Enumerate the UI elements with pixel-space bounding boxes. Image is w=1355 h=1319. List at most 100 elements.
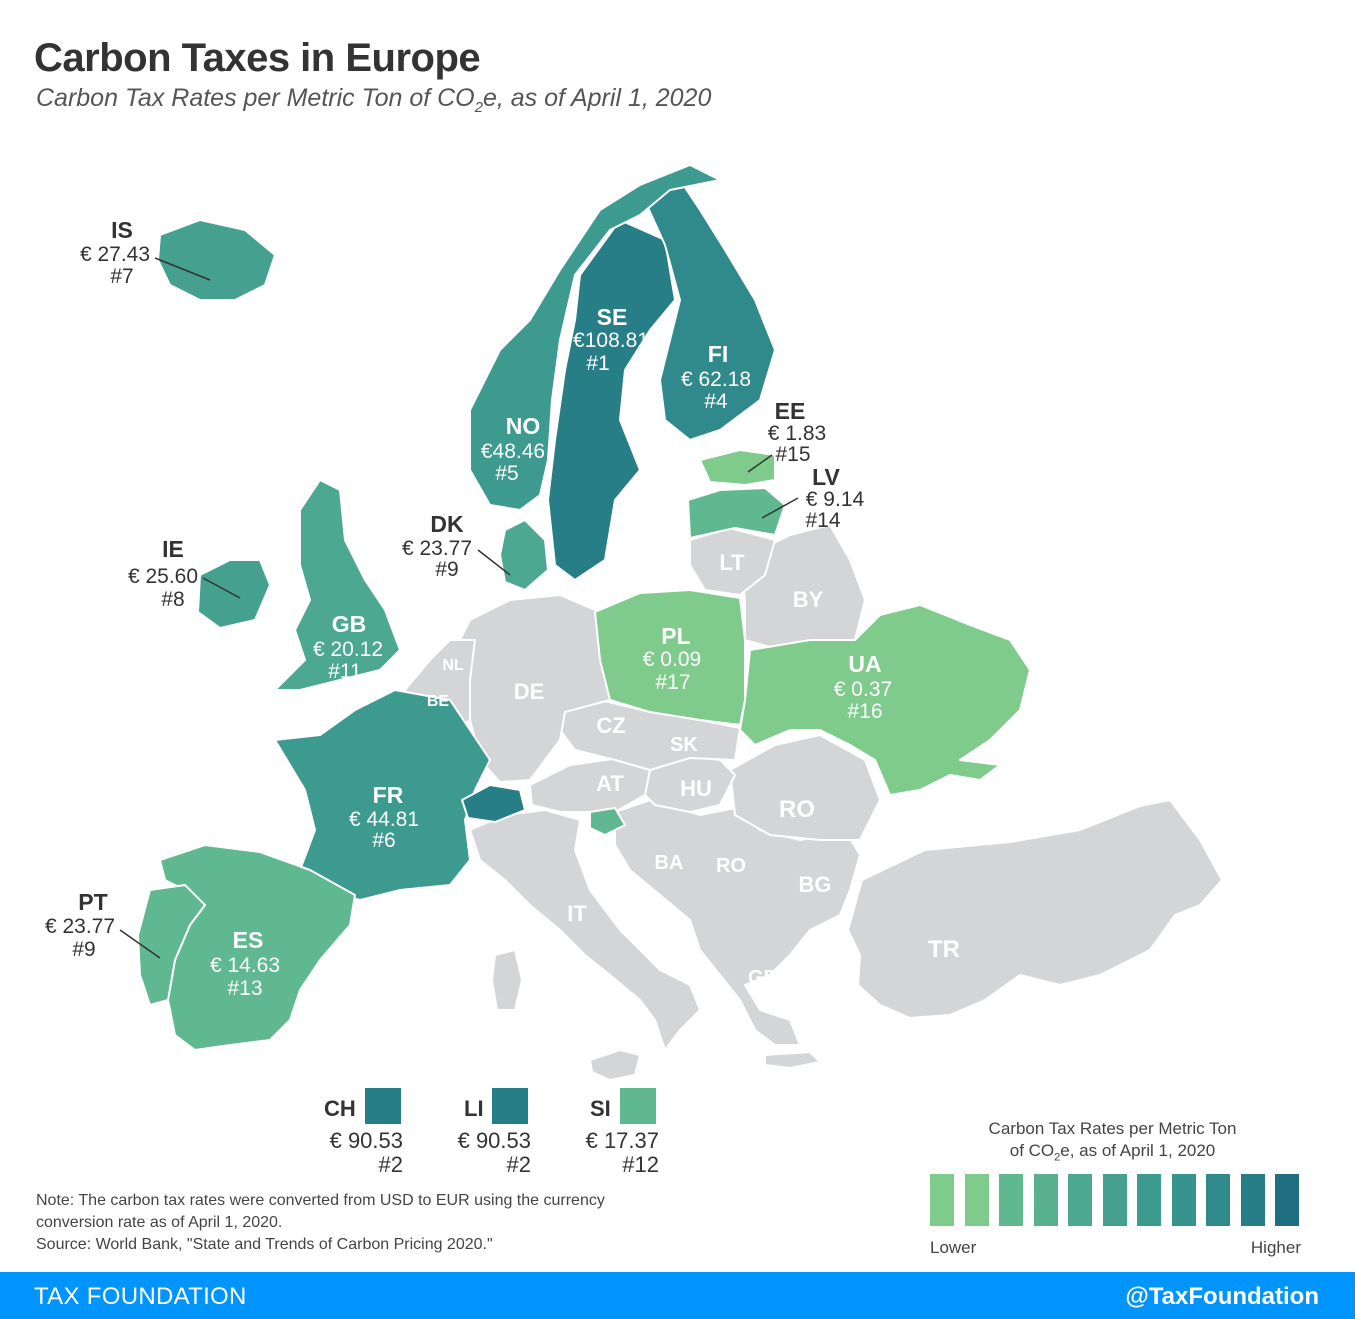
gb-rank: #11 <box>328 660 361 683</box>
map-note: Note: The carbon tax rates were converte… <box>36 1190 636 1256</box>
nl-label: NL <box>442 657 464 674</box>
country-shape-lv <box>687 487 786 539</box>
gb-code: GB <box>332 611 367 637</box>
pt-code: PT <box>78 889 107 915</box>
map-title: Carbon Taxes in Europe <box>34 36 481 80</box>
legend-swatch <box>964 1174 989 1226</box>
legend-swatch <box>1171 1174 1196 1226</box>
ch-rank: #2 <box>378 1152 403 1177</box>
pl-rank: #17 <box>655 671 690 694</box>
fr-code: FR <box>373 782 404 808</box>
be-label: BE <box>427 693 450 710</box>
ro2-label: RO <box>716 855 746 877</box>
sk-label: SK <box>670 734 698 756</box>
country-shape-ua <box>739 604 1031 796</box>
ch-rate: € 90.53 <box>329 1128 403 1153</box>
legend-swatch <box>1137 1174 1161 1226</box>
is-code: IS <box>111 217 133 243</box>
li-rank: #2 <box>506 1152 531 1177</box>
gb-rate: € 20.12 <box>313 638 383 661</box>
footer-handle[interactable]: @TaxFoundation <box>1125 1283 1319 1310</box>
ie-code: IE <box>162 536 184 562</box>
se-rate: €108.81 <box>573 329 649 352</box>
ua-rank: #16 <box>847 700 882 723</box>
ie-rank: #8 <box>161 588 184 611</box>
is-rank: #7 <box>110 265 133 288</box>
lv-rate: € 9.14 <box>806 488 865 511</box>
legend-swatch <box>1033 1174 1058 1226</box>
cz-label: CZ <box>596 713 625 738</box>
country-shape-dk <box>499 519 549 591</box>
by-label: BY <box>793 587 824 612</box>
pl-rate: € 0.09 <box>643 648 701 671</box>
es-rank: #13 <box>227 977 262 1000</box>
legend-swatch <box>1206 1174 1230 1226</box>
country-shape-ee <box>699 449 776 486</box>
legend-low-label: Lower <box>930 1238 977 1257</box>
es-code: ES <box>233 927 264 953</box>
ch-code: CH <box>324 1096 356 1121</box>
legend-title-line2: of CO2e, as of April 1, 2020 <box>1009 1141 1216 1164</box>
map-subtitle: Carbon Tax Rates per Metric Ton of CO2e,… <box>36 84 712 116</box>
ch-swatch <box>365 1088 401 1124</box>
country-shape-greek-islands <box>764 1051 821 1069</box>
si-rate: € 17.37 <box>585 1128 659 1153</box>
dk-rank: #9 <box>435 558 458 581</box>
dk-rate: € 23.77 <box>402 537 472 560</box>
at-label: AT <box>596 771 624 796</box>
legend-swatch <box>1068 1174 1092 1226</box>
country-shape-fr <box>274 689 491 901</box>
se-code: SE <box>597 304 628 330</box>
legend-swatch <box>999 1174 1023 1226</box>
country-shape-it <box>469 809 701 1051</box>
no-code: NO <box>506 413 541 439</box>
footer-brand: TAX FOUNDATION <box>34 1283 247 1310</box>
lv-rank: #14 <box>805 509 840 532</box>
ro-label: RO <box>779 796 815 823</box>
country-shape-sardinia <box>491 949 523 1011</box>
pt-rate: € 23.77 <box>45 915 115 938</box>
fi-rank: #4 <box>704 390 728 413</box>
gr-label: GR <box>748 967 779 989</box>
footer-bar: TAX FOUNDATION @TaxFoundation <box>0 1272 1355 1319</box>
country-shape-tr <box>847 799 1223 1019</box>
country-shape-ch <box>461 784 526 823</box>
no-rank: #5 <box>495 462 518 485</box>
country-shape-pl <box>594 589 746 726</box>
country-shape-at <box>529 757 651 813</box>
li-swatch <box>492 1088 528 1124</box>
is-rate: € 27.43 <box>80 243 150 266</box>
legend-title-line1: Carbon Tax Rates per Metric Ton <box>988 1119 1237 1138</box>
country-shape-si <box>589 807 626 836</box>
lt-label: LT <box>719 550 745 575</box>
country-shape-no <box>469 164 721 511</box>
country-shape-is <box>157 219 276 301</box>
country-shape-se <box>547 219 676 581</box>
fr-rank: #6 <box>372 829 395 852</box>
pl-code: PL <box>661 623 690 649</box>
country-shape-gb <box>274 479 401 691</box>
fi-rate: € 62.18 <box>681 368 751 391</box>
pt-rank: #9 <box>72 938 95 961</box>
ee-rate: € 1.83 <box>768 422 826 445</box>
legend-swatch <box>1102 1174 1127 1226</box>
legend-color-scale <box>930 1174 1300 1226</box>
europe-map: IS € 27.43 #7 SE €108.81 #1 FI € 62.18 #… <box>45 164 1223 1081</box>
legend-swatch <box>1240 1174 1265 1226</box>
ua-rate: € 0.37 <box>834 678 892 701</box>
note-text: Note: The carbon tax rates were converte… <box>36 1192 605 1231</box>
country-shape-pt <box>137 884 206 1006</box>
li-rate: € 90.53 <box>457 1128 531 1153</box>
it-label: IT <box>567 901 587 926</box>
country-shape-lt <box>689 527 776 596</box>
ba-label: BA <box>655 852 684 874</box>
hu-label: HU <box>680 776 712 801</box>
country-shape-fi <box>639 179 776 441</box>
lv-code: LV <box>812 464 840 490</box>
country-shape-ro <box>729 734 881 841</box>
source-text: Source: World Bank, "State and Trends of… <box>36 1236 493 1253</box>
fi-code: FI <box>708 341 728 367</box>
li-code: LI <box>464 1096 484 1121</box>
fr-rate: € 44.81 <box>349 808 419 831</box>
ie-rate: € 25.60 <box>128 565 198 588</box>
